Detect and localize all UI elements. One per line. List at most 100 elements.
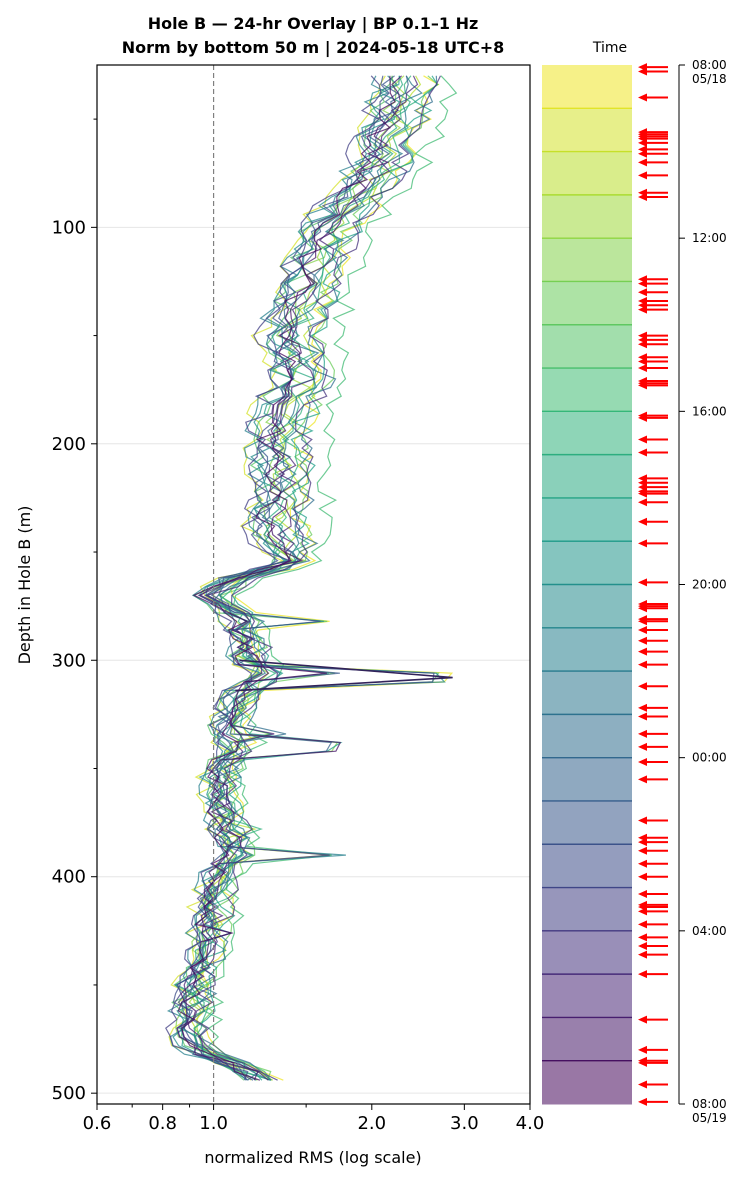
event-marker: [638, 703, 668, 712]
event-marker-head: [638, 1015, 647, 1024]
event-marker-head: [638, 67, 647, 76]
event-markers: [638, 63, 668, 1106]
colorbar-segment: [542, 844, 632, 889]
profile-line-0400: [193, 75, 442, 1081]
event-marker-head: [638, 357, 647, 366]
spike-line: [235, 659, 453, 692]
event-marker-head: [638, 890, 647, 899]
event-marker-head: [638, 933, 647, 942]
event-marker: [638, 890, 668, 899]
event-marker-head: [638, 775, 647, 784]
axes-layer: 0.6 0.8 1.0 2.0 3.0 4.0 100 200 300 400 500: [52, 118, 545, 1134]
event-marker: [638, 647, 668, 656]
event-marker: [638, 636, 668, 645]
y-tick-label: 400: [52, 867, 86, 888]
event-marker: [638, 617, 668, 626]
event-marker: [638, 539, 668, 548]
colorbar-segment: [542, 411, 632, 456]
event-marker: [638, 340, 668, 349]
event-marker: [638, 288, 668, 297]
event-marker: [638, 193, 668, 202]
event-marker: [638, 364, 668, 373]
event-marker-head: [638, 907, 647, 916]
event-marker: [638, 171, 668, 180]
profile-line-0500: [183, 75, 419, 1081]
event-marker: [638, 1097, 668, 1106]
colorbar-segment: [542, 584, 632, 629]
event-marker: [638, 712, 668, 721]
colorbar-segment: [542, 238, 632, 282]
event-marker: [638, 413, 668, 422]
event-marker-head: [638, 757, 647, 766]
colorbar-segment: [542, 281, 632, 326]
event-marker: [638, 775, 668, 784]
event-marker-head: [638, 171, 647, 180]
colorbar-segment: [542, 368, 632, 412]
event-marker-head: [638, 647, 647, 656]
event-marker-head: [638, 381, 647, 390]
event-marker-head: [638, 970, 647, 979]
event-marker-head: [638, 712, 647, 721]
event-marker-head: [638, 158, 647, 167]
event-marker-head: [638, 950, 647, 959]
colorbar-segment: [542, 930, 632, 975]
event-marker: [638, 816, 668, 825]
event-marker: [638, 660, 668, 669]
event-marker: [638, 1080, 668, 1089]
event-marker-head: [638, 498, 647, 507]
event-marker: [638, 625, 668, 634]
profile-line-2100: [166, 75, 390, 1081]
event-marker-head: [638, 288, 647, 297]
profiles-layer: [165, 75, 458, 1081]
event-marker-head: [638, 1045, 647, 1054]
event-marker-head: [638, 941, 647, 950]
event-marker: [638, 489, 668, 498]
event-marker: [638, 907, 668, 916]
event-marker: [638, 682, 668, 691]
event-marker-head: [638, 578, 647, 587]
event-marker-head: [638, 340, 647, 349]
event-marker-head: [638, 1080, 647, 1089]
plot-frame: [96, 64, 531, 1105]
event-marker: [638, 859, 668, 868]
event-marker-head: [638, 742, 647, 751]
x-tick-label: 0.6: [83, 1113, 112, 1134]
colorbar-segment: [542, 714, 632, 759]
y-tick-label: 300: [52, 650, 86, 671]
colorbar-tick-label: 12:00: [692, 231, 727, 245]
profile-line-0100: [177, 75, 400, 1081]
event-marker-head: [638, 617, 647, 626]
event-marker: [638, 448, 668, 457]
x-tick-label: 2.0: [357, 1113, 386, 1134]
event-marker: [638, 578, 668, 587]
event-marker-head: [638, 517, 647, 526]
event-marker-head: [638, 435, 647, 444]
event-marker-head: [638, 149, 647, 158]
y-tick-label: 500: [52, 1083, 86, 1104]
event-marker: [638, 920, 668, 929]
colorbar-segment: [542, 541, 632, 585]
event-marker: [638, 435, 668, 444]
event-marker-head: [638, 703, 647, 712]
event-marker-head: [638, 636, 647, 645]
profile-line-1500: [202, 75, 458, 1081]
x-tick-label: 4.0: [516, 1113, 545, 1134]
event-marker: [638, 1045, 668, 1054]
event-marker: [638, 381, 668, 390]
event-marker-head: [638, 1097, 647, 1106]
event-marker-head: [638, 846, 647, 855]
event-marker: [638, 941, 668, 950]
colorbar-axis: 08:0012:0016:0020:0000:0004:0008:0005/18…: [678, 58, 727, 1125]
colorbar-tick-label: 08:00: [692, 1097, 727, 1111]
colorbar-segment: [542, 151, 632, 196]
colorbar-segment: [542, 800, 632, 845]
x-tick-label: 3.0: [450, 1113, 479, 1134]
colorbar-segment: [542, 887, 632, 932]
colorbar-start-date: 05/18: [692, 72, 727, 86]
event-marker: [638, 933, 668, 942]
event-marker: [638, 846, 668, 855]
event-marker-head: [638, 448, 647, 457]
colorbar-tick-label: 16:00: [692, 404, 727, 418]
